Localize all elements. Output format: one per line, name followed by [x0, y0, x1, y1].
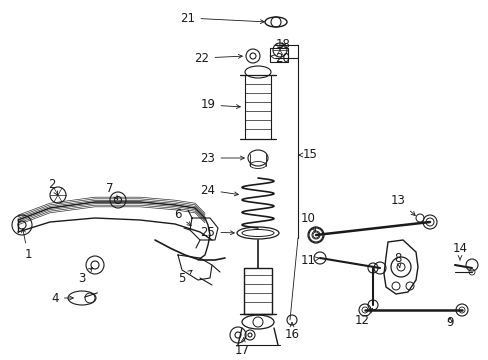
Bar: [244, 268, 271, 314]
Bar: [269, 48, 287, 62]
Text: 21: 21: [180, 12, 264, 24]
Text: 4: 4: [51, 292, 73, 305]
Text: 8: 8: [393, 252, 401, 267]
Text: 23: 23: [200, 152, 244, 165]
Text: 24: 24: [200, 184, 238, 197]
Text: 15: 15: [298, 148, 317, 162]
Text: 11: 11: [300, 253, 319, 266]
Text: 7: 7: [106, 181, 118, 200]
Text: 10: 10: [300, 211, 315, 231]
Text: 13: 13: [390, 194, 414, 216]
Text: 1: 1: [21, 229, 32, 261]
Text: 9: 9: [446, 315, 453, 328]
Text: 22: 22: [194, 51, 242, 64]
Text: 6: 6: [174, 208, 191, 226]
Text: 14: 14: [451, 242, 467, 260]
Text: 17: 17: [234, 338, 249, 356]
Text: 16: 16: [284, 323, 299, 342]
Text: 12: 12: [354, 309, 372, 327]
Text: 19: 19: [200, 99, 240, 112]
Text: 3: 3: [78, 267, 92, 284]
Text: 25: 25: [200, 225, 234, 238]
Text: 2: 2: [48, 179, 58, 195]
Text: 18: 18: [275, 39, 290, 51]
Text: 20: 20: [269, 51, 290, 64]
Text: 5: 5: [178, 270, 192, 284]
